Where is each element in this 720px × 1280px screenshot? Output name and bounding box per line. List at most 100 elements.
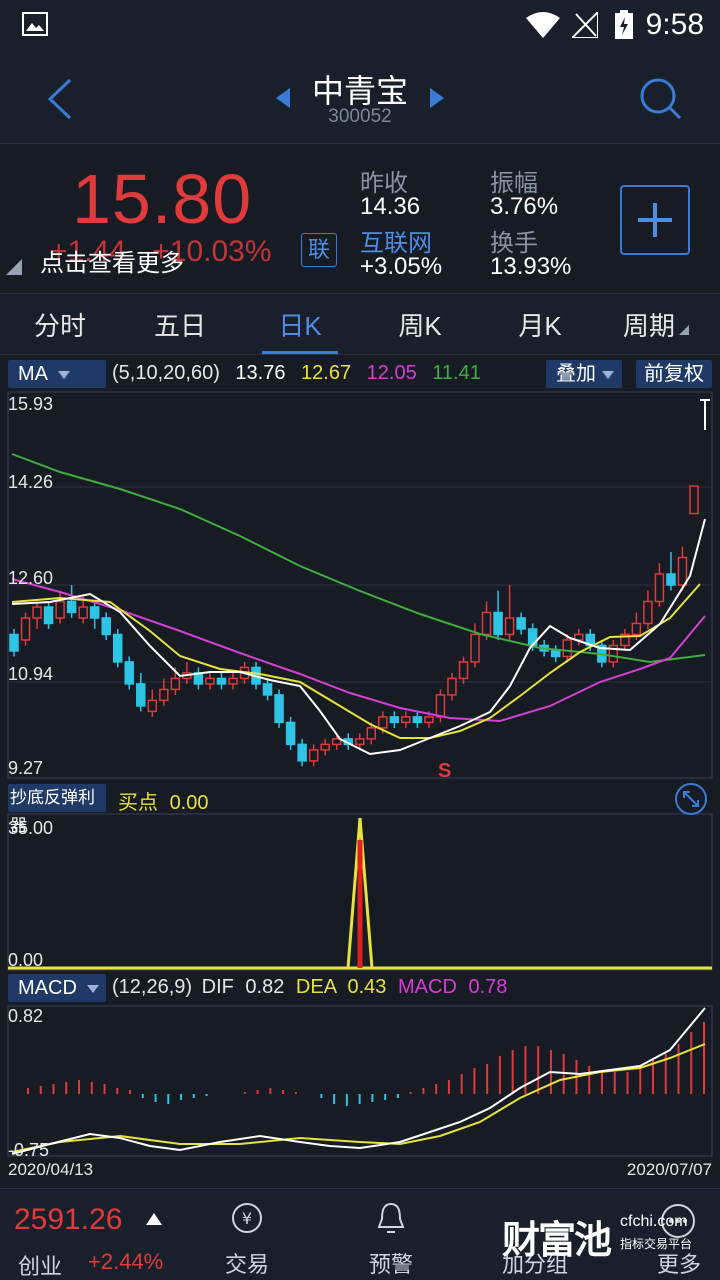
linked-button[interactable]: 联 — [301, 233, 337, 267]
index-name: 创业 — [18, 1254, 63, 1279]
ma5-line — [11, 518, 706, 756]
adjust-button[interactable]: 前复权 — [636, 360, 712, 388]
sector-change: +3.05% — [360, 253, 443, 280]
period-dropdown-icon — [679, 325, 689, 335]
stock-name: 中青宝 — [311, 73, 408, 109]
watermark-sub: 指标交易平台 — [620, 1237, 693, 1251]
macd-frame — [7, 1005, 713, 1157]
overlay-button[interactable]: 叠加 — [546, 360, 622, 388]
trade-icon: ¥ — [232, 1203, 262, 1233]
indicator-axis-top: 35.00 — [8, 818, 54, 838]
status-bar: 9:58 — [0, 0, 720, 52]
tab-period[interactable]: 周期 — [596, 306, 716, 343]
ma-params: (5,10,20,60) — [112, 362, 220, 384]
candle-body — [262, 683, 273, 696]
candle-body — [412, 716, 423, 724]
add-watchlist-button[interactable] — [620, 185, 690, 255]
buy-point-value: 0.00 — [169, 792, 209, 814]
bell-icon — [377, 1202, 405, 1233]
wifi-icon — [526, 12, 560, 38]
candle-body — [666, 573, 676, 586]
candle-body — [43, 606, 54, 625]
index-value[interactable]: 2591.26 — [14, 1203, 123, 1236]
more-icon — [661, 1204, 695, 1238]
candle-body — [55, 600, 65, 619]
candle-body — [458, 661, 469, 680]
candle-body — [147, 699, 158, 713]
tab-period-label: 周期 — [622, 311, 675, 341]
candle-body — [170, 677, 181, 691]
tap-more-link[interactable]: 点击查看更多 — [40, 250, 184, 277]
dea-line — [11, 1043, 706, 1153]
candle-body — [481, 611, 492, 636]
bottom-bar: 2591.26 创业 +2.44% ¥ 交易 预警 加分组 更多 财富池 cfc… — [0, 1188, 720, 1280]
trade-button[interactable]: ¥ 交易 — [202, 1197, 292, 1279]
expand-icon[interactable] — [674, 782, 708, 816]
candle-body — [285, 721, 296, 746]
svg-text:¥: ¥ — [242, 1209, 252, 1228]
indicator-axis-bottom: 0.00 — [8, 950, 44, 970]
tab-daily-k[interactable]: 日K — [278, 311, 322, 341]
candle-body — [470, 633, 480, 663]
ma-selector-label: MA — [18, 363, 48, 385]
prev-stock-icon[interactable] — [276, 88, 290, 108]
period-tabs: 分时 五日 日K 周K 月K 周期 — [0, 293, 720, 355]
candle-body — [20, 617, 31, 641]
amplitude-label: 振幅 — [490, 170, 538, 197]
more-button[interactable]: 更多 — [634, 1197, 720, 1279]
candle-body — [216, 677, 227, 685]
last-price: 15.80 — [72, 160, 253, 238]
amplitude-value: 3.76% — [490, 193, 559, 220]
next-stock-icon[interactable] — [430, 88, 444, 108]
candle-body — [112, 633, 123, 663]
sector-link[interactable]: 互联网 — [360, 230, 432, 257]
add-group-label: 加分组 — [501, 1252, 568, 1277]
candle-body — [643, 600, 653, 625]
price-change-row: +1.44 +10.03% — [50, 235, 272, 269]
tab-weekly-k[interactable]: 周K — [398, 311, 442, 341]
tab-five-day[interactable]: 五日 — [153, 311, 206, 341]
ma20-line — [11, 578, 706, 723]
indicator-selector[interactable]: 抄底反弹利器 — [8, 784, 106, 835]
candle-body — [101, 617, 111, 636]
candle-body — [159, 688, 169, 702]
no-signal-icon — [572, 12, 598, 38]
alert-button[interactable]: 预警 — [346, 1197, 436, 1279]
add-group-button[interactable]: 加分组 — [490, 1197, 580, 1279]
chart-area: MA (5,10,20,60) 13.76 12.67 12.05 11.41 … — [0, 356, 720, 1188]
macd-selector-label: MACD — [18, 977, 77, 999]
active-tab-indicator — [262, 351, 338, 354]
turnover-label: 换手 — [490, 230, 538, 257]
macd-label: MACD — [398, 976, 457, 998]
ma60-line — [11, 453, 706, 664]
candle-body — [504, 617, 515, 636]
candle-body — [297, 743, 307, 762]
tab-intraday[interactable]: 分时 — [33, 311, 86, 341]
macd-selector[interactable]: MACD — [8, 974, 106, 1002]
macd-value: 0.78 — [468, 976, 508, 998]
overlay-label: 叠加 — [556, 363, 596, 385]
trade-label: 交易 — [224, 1252, 269, 1277]
sell-signal-mark: S — [438, 760, 452, 782]
back-icon[interactable] — [44, 78, 74, 120]
dif-label: DIF — [201, 976, 234, 998]
price-axis-top: 15.93 — [8, 394, 54, 414]
candle-body — [136, 683, 146, 707]
candle-body — [205, 677, 215, 685]
candle-body — [66, 600, 77, 614]
price-axis-bottom: 9.27 — [8, 758, 44, 778]
dea-label: DEA — [295, 976, 336, 998]
candle-body — [631, 622, 642, 636]
candle-body — [355, 738, 365, 746]
price-axis-2: 14.26 — [8, 472, 54, 492]
search-icon[interactable] — [638, 76, 682, 120]
candle-body — [32, 606, 42, 619]
macd-dropdown-icon — [86, 984, 99, 993]
candle-body — [447, 677, 457, 696]
candle-body — [689, 485, 699, 515]
candle-body — [562, 639, 572, 658]
ma-selector[interactable]: MA — [8, 360, 106, 388]
candle-body — [516, 617, 526, 630]
ma10-line — [11, 583, 701, 739]
tab-monthly-k[interactable]: 月K — [518, 311, 562, 341]
